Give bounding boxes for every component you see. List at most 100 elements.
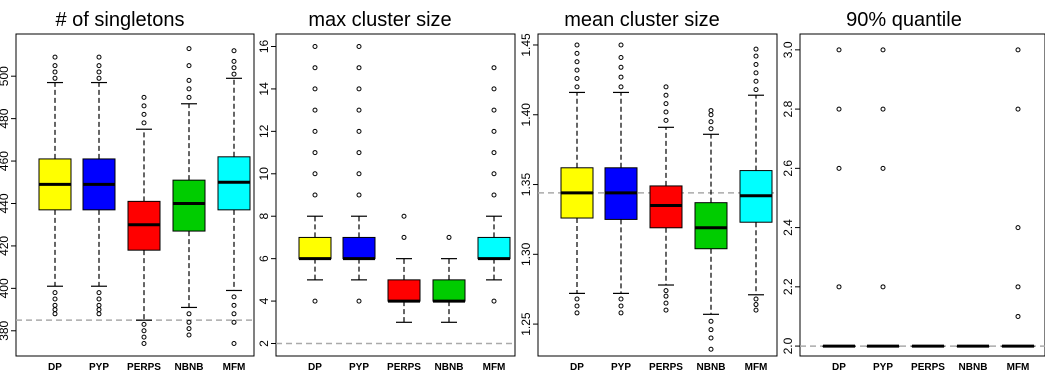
outlier-point — [836, 165, 842, 171]
y-tick-label: 16 — [257, 39, 271, 53]
y-tick-label: 460 — [0, 151, 11, 171]
outlier-point — [836, 106, 842, 112]
x-tick-label: MFM — [1007, 362, 1030, 373]
y-tick-label: 1.25 — [519, 312, 533, 336]
outlier-point — [880, 165, 886, 171]
outlier-point — [231, 302, 237, 308]
y-tick-label: 2.0 — [781, 337, 795, 354]
plot-frame — [15, 33, 255, 357]
outlier-point — [618, 296, 624, 302]
iqr-box — [387, 279, 421, 302]
outlier-point — [186, 326, 192, 332]
outlier-point — [708, 335, 714, 341]
box-nbnb — [956, 344, 990, 348]
box-dp — [822, 47, 856, 348]
outlier-point — [401, 234, 407, 240]
outlier-point — [618, 303, 624, 309]
outlier-point — [96, 311, 102, 317]
outlier-point — [96, 75, 102, 81]
outlier-point — [231, 341, 237, 347]
iqr-box — [477, 236, 511, 260]
panel-4: 90% quantile 2.0 2.2 2.4 2.6 2.8 3.0 DP PYP PERPS… — [781, 9, 1045, 373]
outlier-point — [663, 109, 669, 115]
outlier-point — [708, 327, 714, 333]
iqr-box — [694, 202, 728, 250]
outlier-point — [663, 300, 669, 306]
outlier-point — [186, 311, 192, 317]
y-tick-label: 1.45 — [519, 33, 533, 57]
outlier-point — [753, 78, 759, 84]
box-pyp — [604, 42, 638, 316]
panel-title: max cluster size — [308, 9, 451, 31]
box-dp — [298, 43, 332, 304]
outlier-point — [880, 106, 886, 112]
y-tick-label: 440 — [0, 193, 11, 213]
x-tick-label: PYP — [89, 362, 109, 373]
outlier-point — [491, 298, 497, 304]
outlier-point — [356, 128, 362, 134]
outlier-point — [491, 65, 497, 71]
outlier-point — [52, 69, 58, 75]
x-tick-label: MFM — [483, 362, 506, 373]
box-nbnb — [172, 46, 206, 338]
outlier-point — [708, 346, 714, 352]
outlier-point — [231, 58, 237, 64]
y-tick-label: 4 — [257, 297, 271, 304]
x-tick-label: DP — [570, 362, 584, 373]
y-tick-label: 480 — [0, 108, 11, 128]
outlier-point — [574, 75, 580, 81]
outlier-point — [836, 47, 842, 53]
box-perps — [387, 213, 421, 323]
y-tick-label: 1.30 — [519, 242, 533, 266]
outlier-point — [141, 111, 147, 117]
outlier-point — [312, 65, 318, 71]
y-tick-label: 2.8 — [781, 100, 795, 117]
outlier-point — [1015, 284, 1021, 290]
outlier-point — [663, 117, 669, 123]
y-tick-label: 2.6 — [781, 160, 795, 177]
outlier-point — [312, 171, 318, 177]
outlier-point — [141, 334, 147, 340]
outlier-point — [1015, 106, 1021, 112]
x-tick-label: PYP — [349, 362, 369, 373]
outlier-point — [52, 296, 58, 302]
outlier-point — [663, 293, 669, 299]
box-mfm — [217, 48, 251, 347]
x-tick-label: NBNB — [175, 362, 204, 373]
outlier-point — [186, 319, 192, 325]
outlier-point — [356, 86, 362, 92]
outlier-point — [708, 112, 714, 118]
box-perps — [911, 344, 945, 348]
y-tick-label: 2.4 — [781, 219, 795, 236]
outlier-point — [52, 75, 58, 81]
outlier-point — [574, 67, 580, 73]
y-tick-label: 14 — [257, 82, 271, 96]
outlier-point — [186, 94, 192, 100]
outlier-point — [574, 303, 580, 309]
x-tick-label: MFM — [223, 362, 246, 373]
y-tick-label: 1.35 — [519, 173, 533, 197]
outlier-point — [574, 50, 580, 56]
outlier-point — [753, 296, 759, 302]
outlier-point — [96, 296, 102, 302]
outlier-point — [356, 107, 362, 113]
outlier-point — [96, 63, 102, 69]
outlier-point — [1015, 47, 1021, 53]
x-tick-label: PERPS — [911, 362, 945, 373]
outlier-point — [231, 48, 237, 54]
outlier-point — [141, 321, 147, 327]
outlier-point — [186, 63, 192, 69]
iqr-box — [342, 236, 376, 260]
x-tick-label: PYP — [873, 362, 893, 373]
x-tick-label: DP — [308, 362, 322, 373]
y-tick-label: 400 — [0, 278, 11, 298]
outlier-point — [574, 310, 580, 316]
y-tick-label: 6 — [257, 255, 271, 262]
outlier-point — [708, 318, 714, 324]
box-pyp — [82, 54, 116, 317]
box-nbnb — [694, 108, 728, 352]
iqr-box — [172, 179, 206, 232]
plot-frame — [537, 33, 778, 357]
box-perps — [649, 84, 683, 313]
outlier-point — [312, 150, 318, 156]
